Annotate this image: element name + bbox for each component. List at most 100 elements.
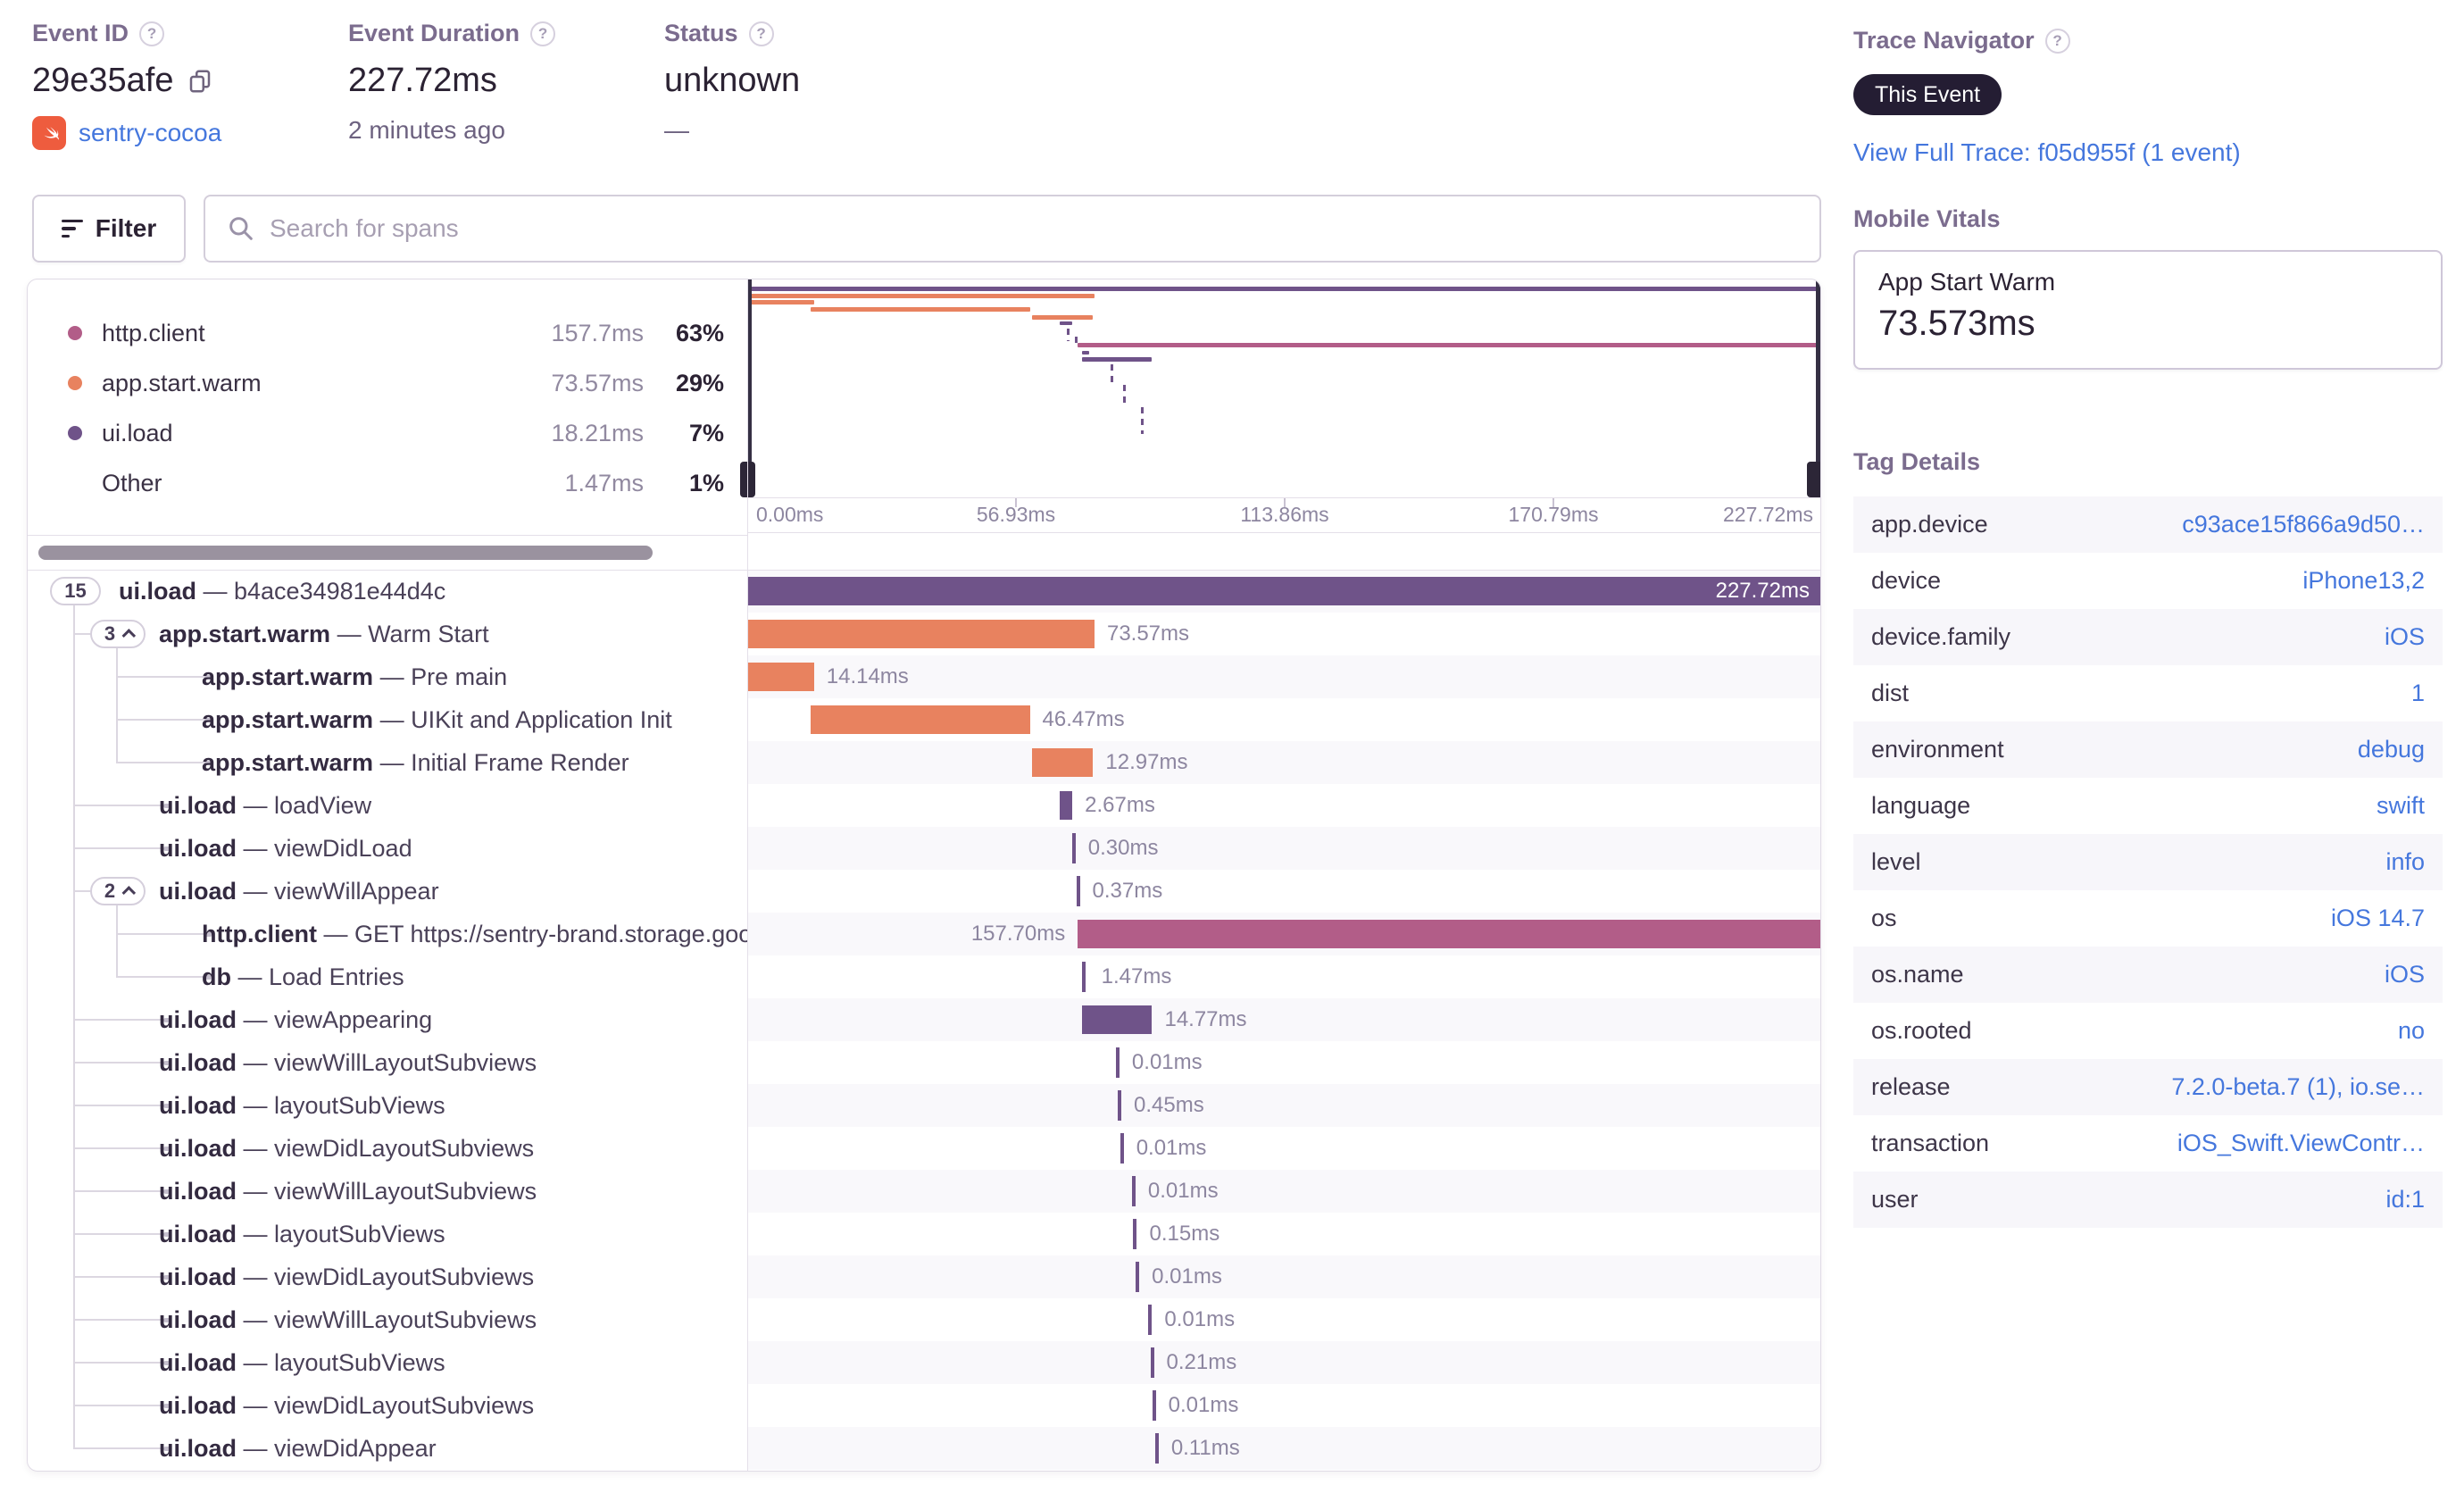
span-label: ui.load — layoutSubViews	[159, 1349, 445, 1376]
legend-op-percent: 29%	[675, 369, 724, 396]
search-input[interactable]	[270, 214, 1798, 243]
tag-value-link[interactable]: 1	[2410, 680, 2425, 706]
span-row[interactable]: ui.load — loadView 2.67ms	[28, 784, 1820, 827]
tag-value-link[interactable]: debug	[2357, 736, 2425, 763]
expand-toggle[interactable]: 3	[90, 620, 146, 648]
span-tree-cell: 2 ui.load — viewWillAppear	[28, 870, 747, 913]
help-icon[interactable]: ?	[139, 21, 165, 46]
span-duration-bar[interactable]	[747, 577, 1820, 605]
legend-color-dot	[68, 326, 82, 340]
span-duration-bar[interactable]	[1031, 748, 1094, 777]
span-duration-bar[interactable]	[1071, 833, 1076, 863]
legend-item: app.start.warm 73.57ms 29%	[28, 358, 747, 408]
span-duration-bar[interactable]	[1120, 1133, 1124, 1164]
span-duration-bar[interactable]	[1148, 1305, 1153, 1335]
tag-value-link[interactable]: id:1	[2385, 1186, 2425, 1213]
span-duration-bar[interactable]	[1150, 1347, 1154, 1378]
filter-button[interactable]: Filter	[32, 195, 186, 263]
span-row[interactable]: ui.load — viewDidLoad 0.30ms	[28, 827, 1820, 870]
span-row[interactable]: ui.load — viewWillLayoutSubviews 0.01ms	[28, 1298, 1820, 1341]
span-tree-cell: http.client — GET https://sentry-brand.s…	[28, 913, 747, 955]
span-label: ui.load — viewDidLayoutSubviews	[159, 1392, 535, 1419]
tag-value-link[interactable]: iOS	[2384, 623, 2425, 650]
tag-value-link[interactable]: iOS	[2384, 961, 2425, 988]
search-icon	[227, 214, 255, 243]
tag-row: app.device c93ace15f866a9d50…	[1853, 496, 2443, 553]
span-row[interactable]: http.client — GET https://sentry-brand.s…	[28, 913, 1820, 955]
span-duration-bar[interactable]	[1060, 791, 1073, 820]
span-row[interactable]: app.start.warm — Initial Frame Render 12.…	[28, 741, 1820, 784]
span-duration-bar[interactable]	[1152, 1390, 1156, 1421]
span-row[interactable]: app.start.warm — Pre main 14.14ms	[28, 655, 1820, 698]
this-event-badge[interactable]: This Event	[1853, 74, 2002, 115]
tag-value-link[interactable]: iOS 14.7	[2330, 905, 2425, 931]
project-link[interactable]: sentry-cocoa	[79, 119, 222, 146]
span-duration-bar[interactable]	[1136, 1262, 1140, 1292]
span-row[interactable]: ui.load — viewDidAppear 0.11ms	[28, 1427, 1820, 1470]
span-duration-label: 0.21ms	[1166, 1350, 1237, 1374]
span-duration-bar[interactable]	[1115, 1047, 1120, 1078]
view-full-trace-link[interactable]: View Full Trace: f05d955f (1 event)	[1853, 138, 2241, 166]
span-row[interactable]: 2 ui.load — viewWillAppear 0.37ms	[28, 870, 1820, 913]
minimap-right-handle[interactable]	[1807, 462, 1820, 497]
span-row[interactable]: db — Load Entries 1.47ms	[28, 955, 1820, 998]
span-canvas-cell: 0.01ms	[747, 1170, 1820, 1213]
span-duration-bar[interactable]	[747, 663, 814, 691]
span-duration-bar[interactable]	[1133, 1219, 1137, 1249]
tag-value-link[interactable]: c93ace15f866a9d50…	[2182, 511, 2425, 538]
span-row[interactable]: ui.load — layoutSubViews 0.45ms	[28, 1084, 1820, 1127]
help-icon[interactable]: ?	[748, 21, 774, 46]
vital-card-app-start-warm[interactable]: App Start Warm 73.573ms	[1853, 250, 2443, 370]
span-row[interactable]: 3 app.start.warm — Warm Start 73.57ms	[28, 613, 1820, 655]
span-tree-cell: ui.load — layoutSubViews	[28, 1084, 747, 1127]
span-row[interactable]: ui.load — layoutSubViews 0.15ms	[28, 1213, 1820, 1255]
tag-value-link[interactable]: iOS_Swift.ViewContr…	[2177, 1130, 2425, 1156]
tag-value-link[interactable]: iPhone13,2	[2302, 567, 2425, 594]
trace-minimap[interactable]	[740, 279, 1820, 497]
expand-toggle[interactable]: 15	[50, 577, 101, 605]
span-duration-label: 46.47ms	[1042, 707, 1125, 731]
minimap-collapsed-dashes	[1075, 337, 1078, 346]
span-canvas-cell: 157.70ms	[747, 913, 1820, 955]
mobile-vitals-title: Mobile Vitals	[1853, 205, 2001, 232]
tag-value-link[interactable]: 7.2.0-beta.7 (1), io.se…	[2171, 1073, 2425, 1100]
span-row[interactable]: 15 ui.load — b4ace34981e44d4c 227.72ms	[28, 570, 1820, 613]
tag-value-link[interactable]: swift	[2377, 792, 2425, 819]
span-duration-label: 2.67ms	[1085, 793, 1155, 817]
span-tree-cell: ui.load — viewWillLayoutSubviews	[28, 1041, 747, 1084]
span-duration-bar[interactable]	[810, 705, 1030, 734]
span-row[interactable]: ui.load — viewDidLayoutSubviews 0.01ms	[28, 1384, 1820, 1427]
span-row[interactable]: ui.load — viewWillLayoutSubviews 0.01ms	[28, 1170, 1820, 1213]
spans-panel: http.client 157.7ms 63% app.start.warm 73.57…	[27, 279, 1821, 1472]
span-duration-bar[interactable]	[1081, 962, 1086, 992]
span-label: ui.load — viewDidLayoutSubviews	[159, 1135, 535, 1162]
span-row[interactable]: ui.load — viewDidLayoutSubviews 0.01ms	[28, 1255, 1820, 1298]
span-duration-bar[interactable]	[1154, 1433, 1159, 1464]
span-duration-bar[interactable]	[1082, 1005, 1153, 1034]
span-duration-bar[interactable]	[1078, 920, 1820, 948]
help-icon[interactable]: ?	[2044, 28, 2070, 54]
legend-item: http.client 157.7ms 63%	[28, 308, 747, 358]
legend-op-duration: 1.47ms	[564, 469, 644, 496]
tag-key: dist	[1871, 680, 1910, 706]
span-row[interactable]: ui.load — viewAppearing 14.77ms	[28, 998, 1820, 1041]
tag-key: transaction	[1871, 1130, 1990, 1156]
tag-value-link[interactable]: info	[2385, 848, 2425, 875]
help-icon[interactable]: ?	[530, 21, 556, 46]
minimap-span-bar	[1031, 315, 1094, 320]
copy-icon[interactable]	[187, 68, 213, 95]
tree-horizontal-scrollbar[interactable]	[38, 546, 653, 560]
span-label: ui.load — viewWillLayoutSubviews	[159, 1306, 537, 1333]
span-row[interactable]: ui.load — viewDidLayoutSubviews 0.01ms	[28, 1127, 1820, 1170]
span-duration-bar[interactable]	[1076, 876, 1080, 906]
span-row[interactable]: ui.load — viewWillLayoutSubviews 0.01ms	[28, 1041, 1820, 1084]
span-duration-bar[interactable]	[1118, 1090, 1122, 1121]
span-row[interactable]: app.start.warm — UIKit and Application I…	[28, 698, 1820, 741]
span-duration-bar[interactable]	[747, 620, 1095, 648]
tag-value-link[interactable]: no	[2397, 1017, 2425, 1044]
legend-op-name: Other	[102, 469, 162, 496]
span-row[interactable]: ui.load — layoutSubViews 0.21ms	[28, 1341, 1820, 1384]
expand-toggle[interactable]: 2	[90, 877, 146, 905]
span-duration-bar[interactable]	[1131, 1176, 1136, 1206]
span-tree-cell: app.start.warm — Pre main	[28, 655, 747, 698]
